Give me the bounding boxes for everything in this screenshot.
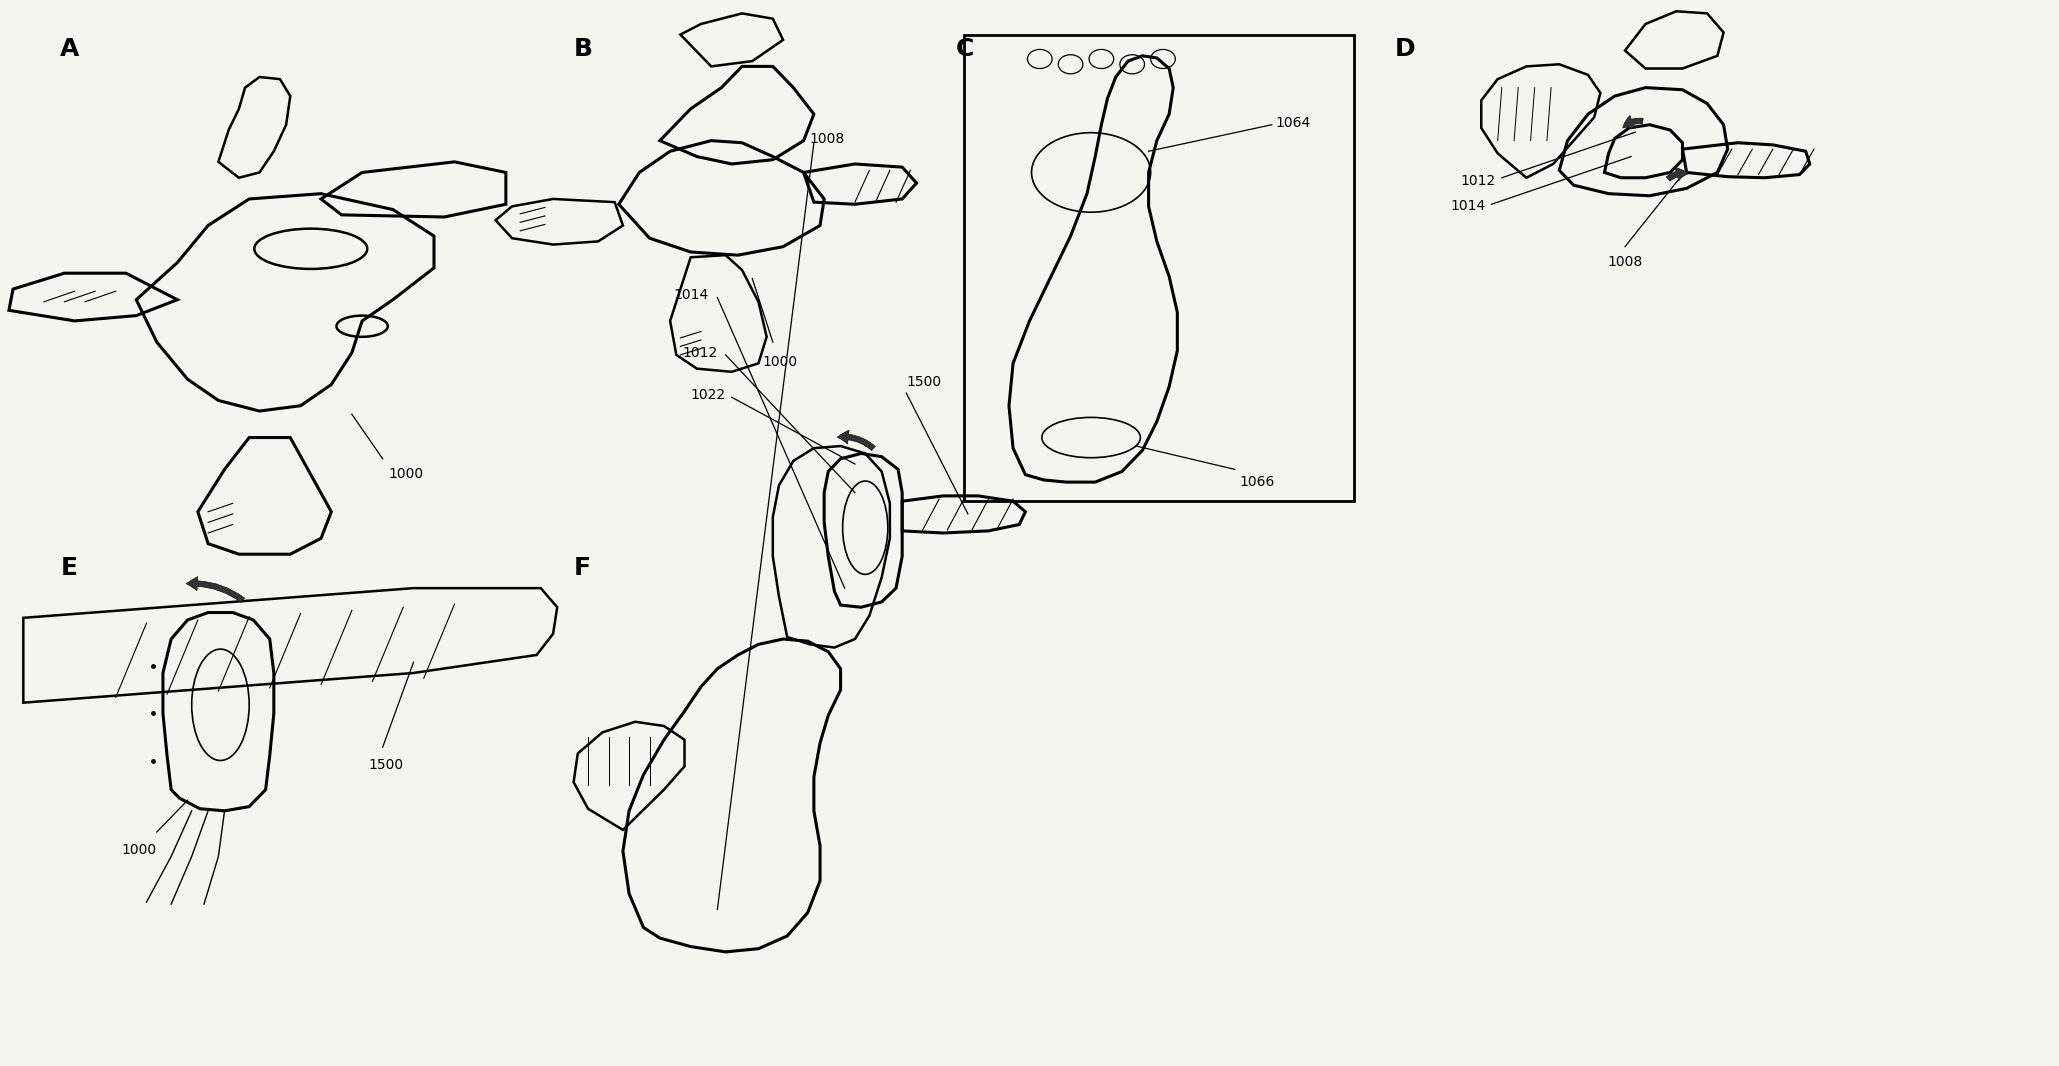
Text: 1014: 1014 <box>673 289 708 303</box>
Text: 1012: 1012 <box>1460 174 1495 188</box>
Text: 1008: 1008 <box>1608 255 1643 269</box>
Text: D: D <box>1396 36 1417 61</box>
Text: 1012: 1012 <box>682 345 717 359</box>
FancyArrowPatch shape <box>1622 115 1643 129</box>
Text: E: E <box>60 556 78 580</box>
Text: A: A <box>60 36 80 61</box>
FancyArrowPatch shape <box>838 431 875 451</box>
Text: 1014: 1014 <box>1450 199 1485 213</box>
Text: 1500: 1500 <box>369 758 404 772</box>
Text: 1000: 1000 <box>762 355 797 369</box>
FancyArrowPatch shape <box>1666 167 1688 181</box>
Text: 1022: 1022 <box>690 388 725 402</box>
Bar <box>964 34 1355 501</box>
Text: F: F <box>574 556 591 580</box>
Text: C: C <box>955 36 974 61</box>
Text: 1500: 1500 <box>906 375 941 389</box>
Text: 1000: 1000 <box>121 842 156 857</box>
Text: 1000: 1000 <box>389 467 424 481</box>
Text: 1066: 1066 <box>1240 474 1275 488</box>
Text: 1008: 1008 <box>809 131 844 146</box>
FancyArrowPatch shape <box>185 577 245 602</box>
Text: 1064: 1064 <box>1277 115 1312 130</box>
Text: B: B <box>574 36 593 61</box>
